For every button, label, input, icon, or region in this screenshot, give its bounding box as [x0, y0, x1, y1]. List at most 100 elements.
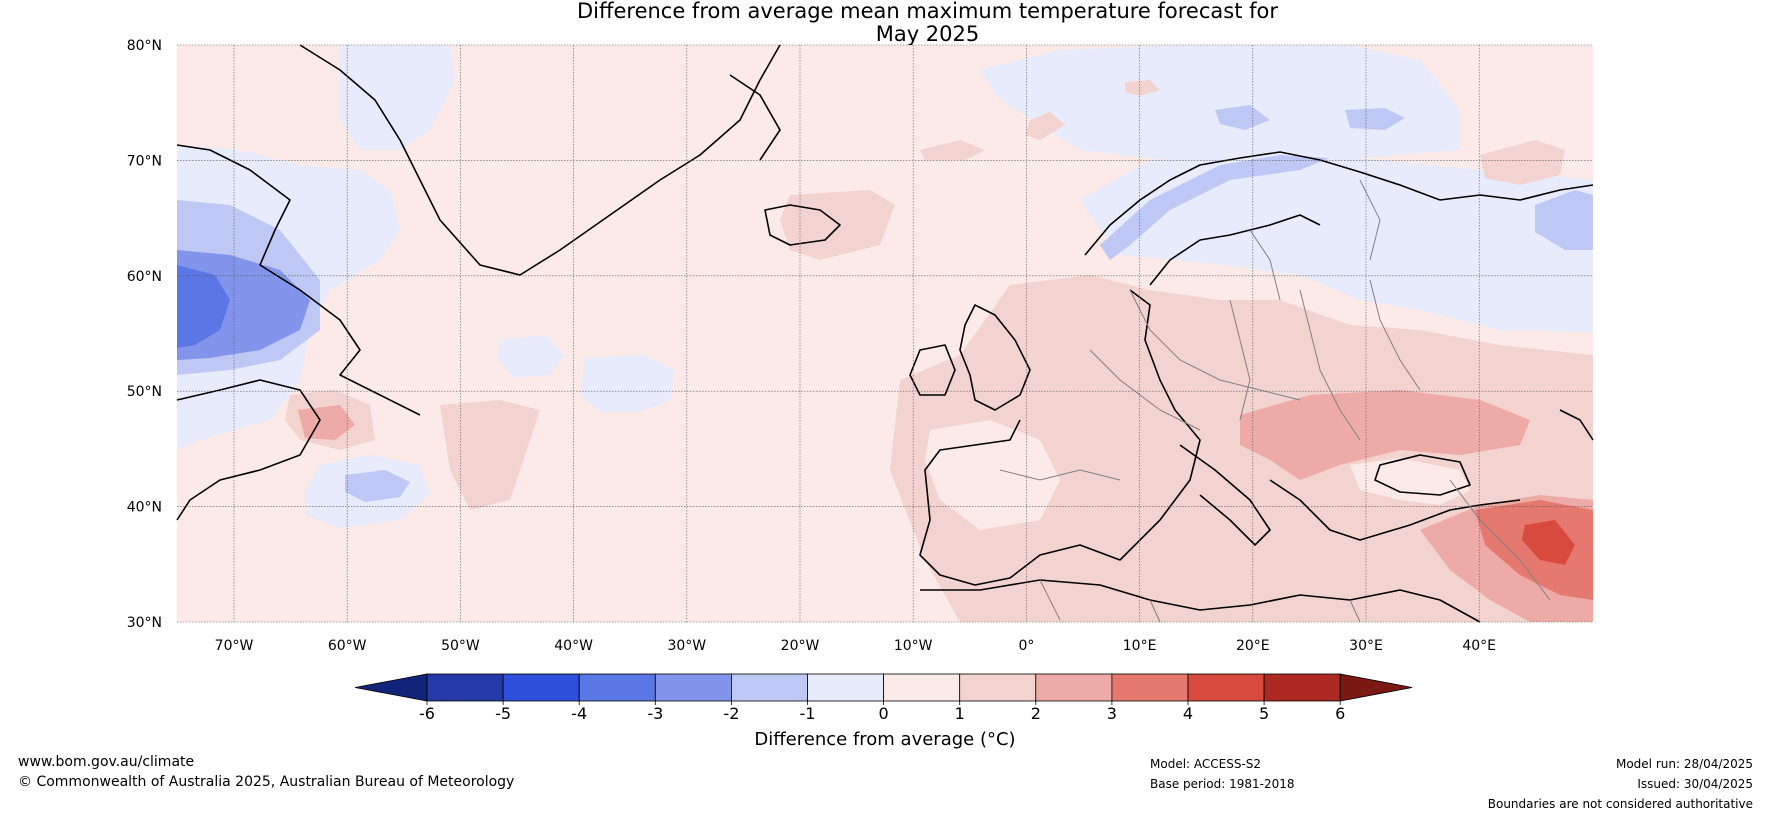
colorbar-segment	[959, 673, 1037, 702]
lon-tick-label: 20°W	[781, 638, 820, 654]
coastline-arctic-russia	[1439, 184, 1594, 201]
lon-tick-label: 10°W	[894, 638, 933, 654]
colorbar-segment	[1263, 673, 1341, 702]
lat-tick-label: 80°N	[127, 38, 162, 54]
lon-tick-label: 60°W	[328, 638, 367, 654]
anomaly-region-barents-2	[1345, 108, 1405, 130]
colorbar-tick-label: -3	[647, 704, 663, 723]
anomaly-region-labrador-3	[177, 265, 230, 348]
coastline-iceland	[764, 204, 841, 246]
map-area	[176, 44, 1594, 623]
border-10	[1039, 579, 1061, 621]
anomaly-region-arctic-warm	[1480, 140, 1565, 185]
lon-tick-label: 30°W	[667, 638, 706, 654]
anomaly-region-nova-scotia-2	[345, 470, 410, 502]
colorbar: -6 -5 -4 -3 -2 -1 0 1 2 3 4 5 6	[354, 673, 1413, 723]
colorbar-extend-high	[1339, 673, 1413, 702]
anomaly-region-north-atlantic	[920, 140, 985, 160]
border-4	[1299, 289, 1361, 441]
lon-tick-label: 10°E	[1123, 638, 1157, 654]
footer-disclaimer: Boundaries are not considered authoritat…	[1487, 797, 1753, 811]
coastline-north-africa	[920, 579, 1481, 623]
border-11	[1149, 599, 1161, 623]
lat-tick-label: 40°N	[127, 500, 162, 516]
border-3	[1229, 299, 1251, 421]
anomaly-region-atlantic-central	[580, 355, 675, 412]
latitude-tick-labels: 30°N 40°N 50°N 60°N 70°N 80°N	[127, 38, 162, 631]
lat-tick-label: 50°N	[127, 384, 162, 400]
colorbar-segment	[654, 673, 732, 702]
coastline-britain	[959, 304, 1031, 411]
longitude-tick-labels: 70°W 60°W 50°W 40°W 30°W 20°W 10°W 0° 10°E 20°E 30…	[215, 638, 1496, 654]
colorbar-tick-label: 6	[1335, 704, 1345, 723]
footer-issued: Issued: 30/04/2025	[1637, 777, 1753, 791]
border-8	[999, 469, 1121, 481]
lon-tick-label: 20°E	[1236, 638, 1270, 654]
colorbar-tick-label: -4	[571, 704, 587, 723]
colorbar-segment	[883, 673, 961, 702]
colorbar-tick-label: 2	[1031, 704, 1041, 723]
colorbar-tick-label: 1	[955, 704, 965, 723]
footer-model-run: Model run: 28/04/2025	[1615, 757, 1753, 771]
coastline-europe-west	[919, 289, 1201, 586]
coastline-labrador	[176, 379, 321, 521]
anomaly-region-mid-atlantic	[440, 400, 540, 510]
footer-url[interactable]: www.bom.gov.au/climate	[18, 754, 195, 770]
coastline-scandinavia-inner	[1149, 214, 1321, 286]
footer-model: Model: ACCESS-S2	[1150, 757, 1262, 771]
border-9	[1449, 479, 1551, 601]
cool-anomaly-regions	[177, 45, 1593, 528]
anomaly-region-barents-warm	[1125, 80, 1160, 96]
lat-tick-label: 30°N	[127, 615, 162, 631]
colorbar-segment	[731, 673, 808, 702]
anomaly-region-norwegian-sea	[1025, 112, 1065, 140]
chart-title: Difference from average mean maximum tem…	[0, 0, 1770, 46]
lon-tick-label: 40°W	[554, 638, 593, 654]
footer-base-period: Base period: 1981-2018	[1150, 777, 1295, 791]
lon-tick-label: 70°W	[215, 638, 254, 654]
colorbar-segment	[1187, 673, 1265, 702]
colorbar-tick-label: -2	[723, 704, 739, 723]
anomaly-region-norway-coast	[1100, 155, 1330, 260]
anomaly-region-baffin	[340, 45, 455, 150]
coastline-italy	[1179, 444, 1271, 546]
border-1	[1129, 289, 1301, 401]
colorbar-extend-low	[354, 673, 428, 702]
coastline-greenland-east	[729, 74, 781, 161]
anomaly-region-atlantic-west	[498, 335, 565, 378]
country-borders	[999, 179, 1551, 623]
colorbar-segment	[502, 673, 580, 702]
border-6	[1249, 229, 1281, 301]
colorbar-segment	[807, 673, 884, 702]
lon-tick-label: 50°W	[441, 638, 480, 654]
coastline-norway	[1084, 151, 1441, 256]
coastline-ireland	[909, 344, 956, 396]
colorbar-tick-label: 4	[1183, 704, 1193, 723]
colorbar-tick-label: 5	[1259, 704, 1269, 723]
colorbar-tick-label: -1	[800, 704, 816, 723]
colorbar-segment	[1111, 673, 1189, 702]
coastline-greenland	[299, 44, 781, 276]
colorbar-segment	[1035, 673, 1113, 702]
coastline-baffin	[176, 144, 421, 416]
footer-copyright: © Commonwealth of Australia 2025, Austra…	[18, 774, 515, 790]
lat-tick-label: 60°N	[127, 269, 162, 285]
lon-tick-label: 40°E	[1462, 638, 1496, 654]
warm-anomaly-regions	[285, 80, 1593, 622]
colorbar-tick-label: 3	[1107, 704, 1117, 723]
anomaly-region-middle-east-3	[1522, 520, 1575, 565]
coastline-caspian	[1559, 409, 1594, 441]
colorbar-tick-label: -5	[495, 704, 511, 723]
lon-tick-label: 30°E	[1349, 638, 1383, 654]
border-2	[1089, 349, 1201, 431]
anomaly-region-barents-1	[1215, 105, 1270, 130]
anomaly-region-gulf-stlawrence-2	[298, 405, 355, 440]
title-line-2: May 2025	[875, 22, 980, 46]
anomaly-region-kola	[1535, 190, 1593, 250]
anomaly-region-black-sea	[1350, 458, 1470, 505]
gridlines	[177, 44, 1593, 623]
colorbar-tick-label: -6	[419, 704, 435, 723]
colorbar-segment	[578, 673, 656, 702]
border-5	[1369, 279, 1421, 391]
